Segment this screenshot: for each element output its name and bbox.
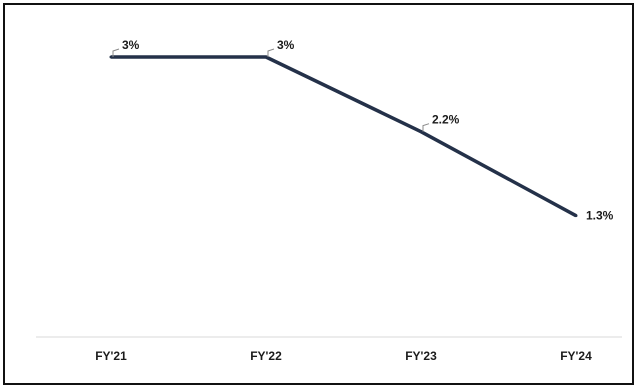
x-tick-label: FY'23 [405, 349, 437, 363]
data-label: 1.3% [586, 209, 614, 223]
x-tick-label: FY'24 [560, 349, 592, 363]
data-point [574, 214, 578, 218]
x-tick-labels: FY'21 FY'22 FY'23 FY'24 [95, 349, 592, 363]
series-line [111, 55, 577, 218]
data-point [109, 55, 113, 59]
data-label-group: 2.2% [422, 113, 460, 132]
series-layer [109, 55, 578, 218]
label-leader [112, 48, 120, 57]
data-labels: 3% 3% 2.2% 1.3% [112, 38, 614, 223]
data-label: 3% [122, 38, 140, 52]
data-label: 3% [277, 38, 295, 52]
data-label-group: 1.3% [586, 209, 614, 223]
data-label: 2.2% [432, 113, 460, 127]
data-label-group: 3% [112, 38, 140, 57]
data-label-group: 3% [267, 38, 295, 57]
data-point [419, 130, 423, 134]
chart-frame [3, 3, 634, 385]
x-tick-label: FY'22 [250, 349, 282, 363]
label-leader [267, 48, 275, 57]
data-point [264, 55, 268, 59]
label-leader [422, 123, 430, 132]
x-tick-label: FY'21 [95, 349, 127, 363]
